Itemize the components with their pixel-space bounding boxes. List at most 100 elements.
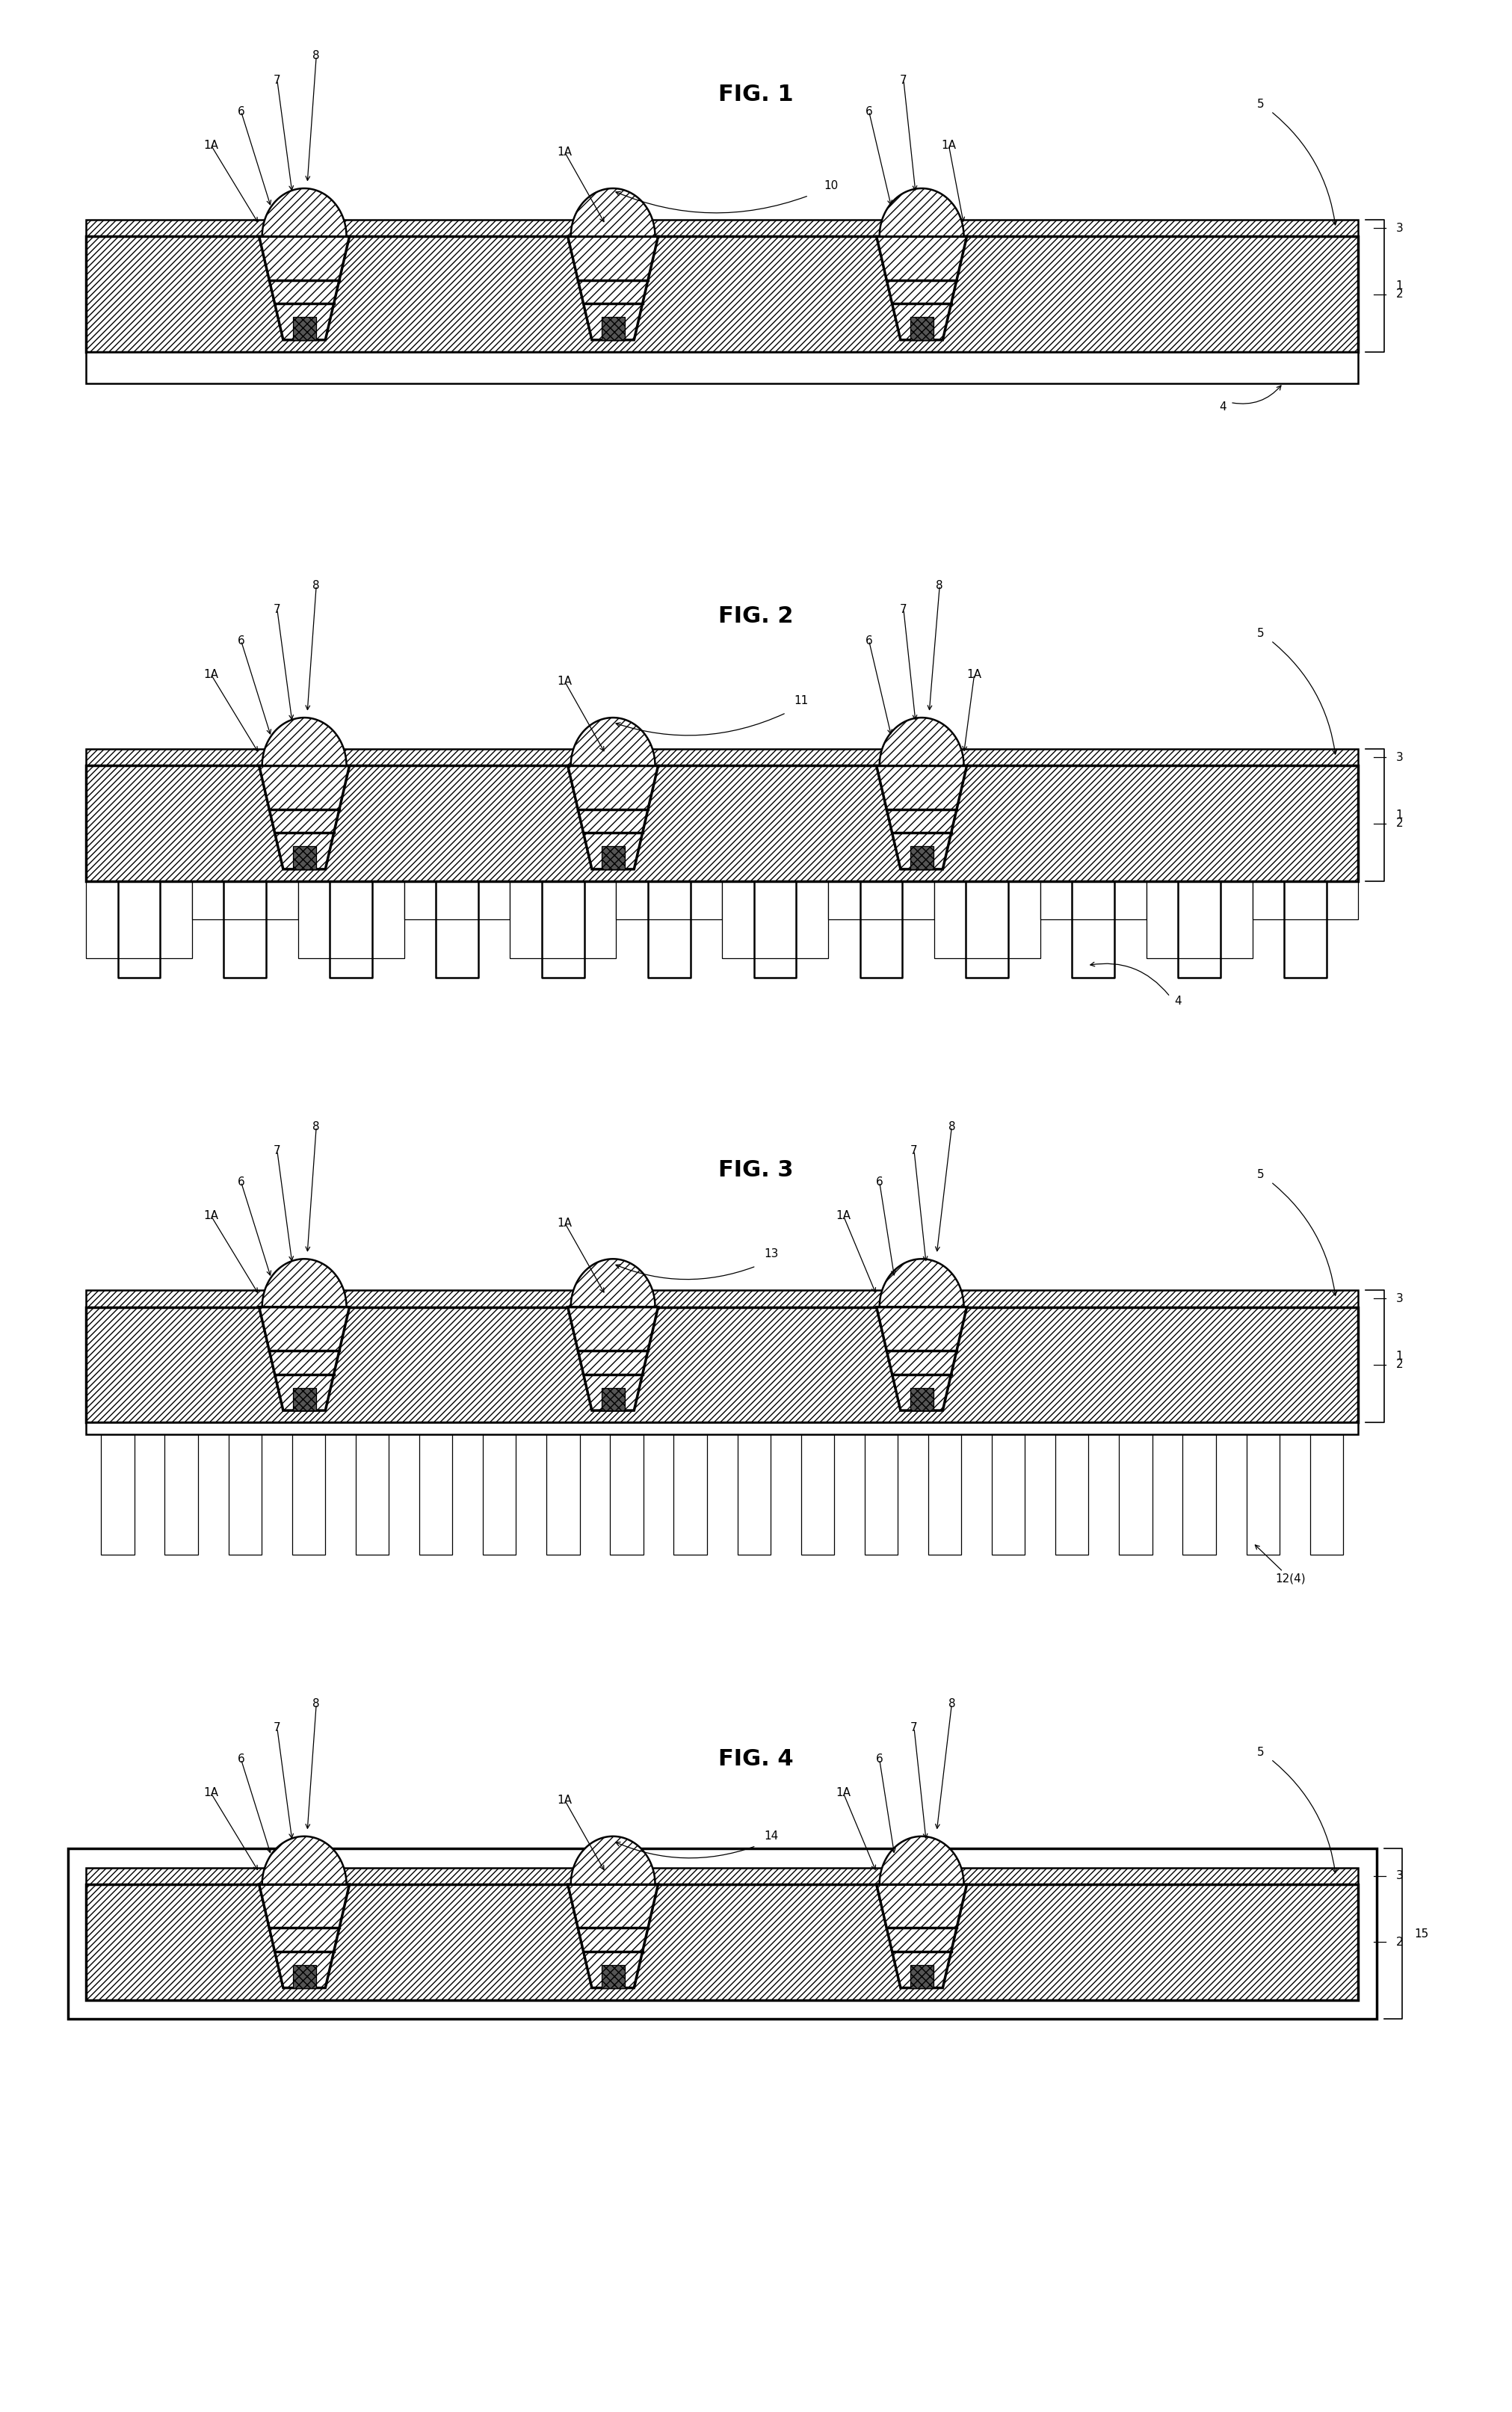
Text: 7: 7: [274, 1722, 281, 1734]
Text: 3: 3: [1396, 1293, 1403, 1305]
Text: 3: 3: [1396, 222, 1403, 234]
Text: 6: 6: [237, 106, 245, 116]
Bar: [546, 1435, 579, 1556]
Bar: [723, 880, 829, 958]
Bar: [192, 880, 298, 919]
Bar: [86, 219, 1358, 236]
Polygon shape: [262, 719, 346, 765]
Text: 6: 6: [237, 634, 245, 646]
Text: FIG. 4: FIG. 4: [718, 1749, 794, 1770]
Bar: [86, 765, 1358, 880]
Bar: [86, 236, 1358, 352]
Text: 1A: 1A: [966, 668, 981, 680]
Bar: [293, 1387, 316, 1411]
Polygon shape: [880, 719, 963, 765]
Bar: [602, 1387, 624, 1411]
Text: 7: 7: [274, 75, 281, 87]
Text: 14: 14: [764, 1831, 779, 1843]
Polygon shape: [877, 1884, 966, 1987]
Bar: [293, 1966, 316, 1987]
Polygon shape: [572, 1259, 655, 1307]
Polygon shape: [572, 1836, 655, 1884]
Text: 2: 2: [1396, 289, 1403, 299]
Text: 8: 8: [948, 1698, 956, 1710]
Polygon shape: [262, 188, 346, 236]
Bar: [602, 316, 624, 340]
Text: FIG. 3: FIG. 3: [718, 1160, 794, 1182]
Text: 6: 6: [865, 634, 872, 646]
Text: 1A: 1A: [836, 1787, 851, 1799]
Bar: [355, 1435, 389, 1556]
Bar: [1246, 1435, 1279, 1556]
Text: 7: 7: [900, 75, 907, 87]
Bar: [1146, 880, 1252, 958]
Polygon shape: [262, 1259, 346, 1307]
Bar: [1182, 1435, 1216, 1556]
Polygon shape: [569, 236, 658, 340]
Text: 10: 10: [824, 181, 839, 191]
Bar: [165, 1435, 198, 1556]
Bar: [934, 880, 1040, 958]
Polygon shape: [259, 1307, 349, 1411]
Bar: [611, 1435, 643, 1556]
Text: 1A: 1A: [204, 1211, 218, 1220]
Bar: [1119, 1435, 1152, 1556]
Text: 7: 7: [274, 1146, 281, 1155]
Text: 5: 5: [1256, 1170, 1264, 1179]
Bar: [674, 1435, 708, 1556]
Bar: [293, 847, 316, 868]
Text: 7: 7: [274, 603, 281, 615]
Text: 8: 8: [313, 51, 321, 63]
Text: 3: 3: [1396, 1869, 1403, 1881]
Text: 1A: 1A: [558, 1795, 572, 1807]
Text: 1: 1: [1396, 1351, 1403, 1363]
Bar: [615, 880, 723, 919]
Polygon shape: [569, 1884, 658, 1987]
Bar: [1309, 1435, 1343, 1556]
Text: 4: 4: [1219, 403, 1226, 412]
Bar: [865, 1435, 898, 1556]
Text: 5: 5: [1256, 627, 1264, 639]
Bar: [404, 880, 510, 919]
Bar: [86, 1884, 1358, 2000]
Bar: [292, 1435, 325, 1556]
Text: 8: 8: [313, 1698, 321, 1710]
Bar: [228, 1435, 262, 1556]
Polygon shape: [880, 1836, 963, 1884]
Polygon shape: [877, 1307, 966, 1411]
Text: 2: 2: [1396, 1937, 1403, 1949]
Bar: [738, 1435, 771, 1556]
Text: 6: 6: [865, 106, 872, 116]
Text: 1A: 1A: [204, 140, 218, 150]
Text: 6: 6: [875, 1177, 883, 1187]
Text: 2: 2: [1396, 1360, 1403, 1370]
Text: 5: 5: [1256, 1746, 1264, 1758]
Polygon shape: [572, 188, 655, 236]
Polygon shape: [259, 765, 349, 868]
Bar: [419, 1435, 452, 1556]
Text: 1A: 1A: [836, 1211, 851, 1220]
Text: 6: 6: [237, 1177, 245, 1187]
Polygon shape: [259, 1884, 349, 1987]
Text: 8: 8: [313, 1122, 321, 1131]
Text: 11: 11: [794, 695, 809, 707]
Bar: [510, 880, 615, 958]
Bar: [86, 1290, 1358, 1307]
Bar: [68, 1848, 1376, 2019]
Polygon shape: [569, 1307, 658, 1411]
Bar: [86, 352, 1358, 384]
Bar: [1252, 880, 1358, 919]
Text: 1: 1: [1396, 810, 1403, 820]
Bar: [602, 847, 624, 868]
Text: FIG. 2: FIG. 2: [718, 605, 794, 627]
Bar: [482, 1435, 516, 1556]
Polygon shape: [877, 765, 966, 868]
Text: 1A: 1A: [558, 147, 572, 157]
Bar: [86, 880, 192, 958]
Polygon shape: [572, 719, 655, 765]
Text: 1: 1: [1396, 280, 1403, 292]
Text: 1A: 1A: [204, 668, 218, 680]
Bar: [910, 1966, 933, 1987]
Text: 12(4): 12(4): [1275, 1573, 1306, 1585]
Bar: [293, 316, 316, 340]
